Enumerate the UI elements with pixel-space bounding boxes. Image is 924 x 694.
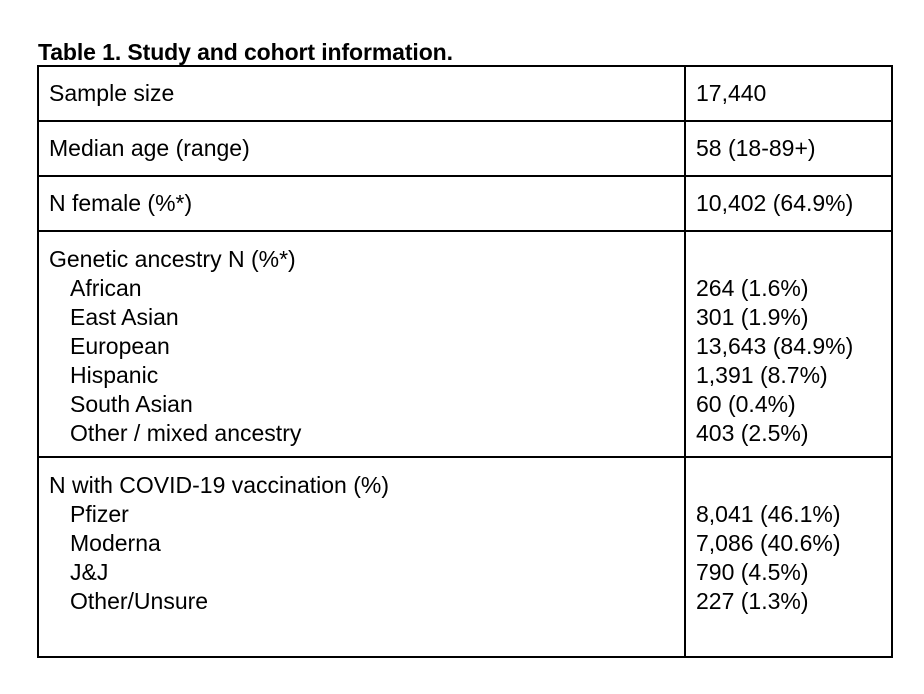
- cohort-info-table: Sample size 17,440 Median age (range) 58…: [37, 65, 893, 658]
- vaccination-value-cell: 8,041 (46.1%) 7,086 (40.6%) 790 (4.5%) 2…: [684, 456, 893, 658]
- ancestry-item-african: African: [70, 275, 142, 301]
- row-value-n-female: 10,402 (64.9%): [684, 175, 893, 232]
- table-row: N female (%*) 10,402 (64.9%): [37, 175, 893, 232]
- row-value-sample-size: 17,440: [684, 65, 893, 122]
- ancestry-item-east-asian: East Asian: [70, 304, 179, 330]
- table-row: Sample size 17,440: [37, 65, 893, 122]
- row-label-median-age: Median age (range): [37, 120, 686, 177]
- ancestry-value-other: 403 (2.5%): [696, 420, 809, 446]
- row-value-median-age: 58 (18-89+): [684, 120, 893, 177]
- ancestry-value-east-asian: 301 (1.9%): [696, 304, 809, 330]
- table-row: Median age (range) 58 (18-89+): [37, 120, 893, 177]
- vaccination-value-moderna: 7,086 (40.6%): [696, 530, 841, 556]
- ancestry-item-european: European: [70, 333, 170, 359]
- ancestry-value-cell: 264 (1.6%) 301 (1.9%) 13,643 (84.9%) 1,3…: [684, 230, 893, 458]
- ancestry-item-other: Other / mixed ancestry: [70, 420, 302, 446]
- vaccination-item-moderna: Moderna: [70, 530, 161, 556]
- vaccination-item-other: Other/Unsure: [70, 588, 209, 614]
- row-label-sample-size: Sample size: [37, 65, 686, 122]
- ancestry-item-hispanic: Hispanic: [70, 362, 159, 388]
- table-row: Genetic ancestry N (%*) African East Asi…: [37, 230, 893, 458]
- ancestry-value-south-asian: 60 (0.4%): [696, 391, 796, 417]
- vaccination-value-pfizer: 8,041 (46.1%): [696, 501, 841, 527]
- ancestry-item-south-asian: South Asian: [70, 391, 193, 417]
- ancestry-label-cell: Genetic ancestry N (%*) African East Asi…: [37, 230, 686, 458]
- vaccination-value-other: 227 (1.3%): [696, 588, 809, 614]
- vaccination-heading: N with COVID-19 vaccination (%): [49, 472, 389, 498]
- vaccination-item-pfizer: Pfizer: [70, 501, 129, 527]
- ancestry-value-european: 13,643 (84.9%): [696, 333, 854, 359]
- table-caption: Table 1. Study and cohort information.: [38, 39, 453, 65]
- row-label-n-female: N female (%*): [37, 175, 686, 232]
- ancestry-value-hispanic: 1,391 (8.7%): [696, 362, 828, 388]
- vaccination-item-jj: J&J: [70, 559, 109, 585]
- table-row: N with COVID-19 vaccination (%) Pfizer M…: [37, 456, 893, 658]
- vaccination-label-cell: N with COVID-19 vaccination (%) Pfizer M…: [37, 456, 686, 658]
- ancestry-heading: Genetic ancestry N (%*): [49, 246, 296, 272]
- ancestry-value-african: 264 (1.6%): [696, 275, 809, 301]
- vaccination-value-jj: 790 (4.5%): [696, 559, 809, 585]
